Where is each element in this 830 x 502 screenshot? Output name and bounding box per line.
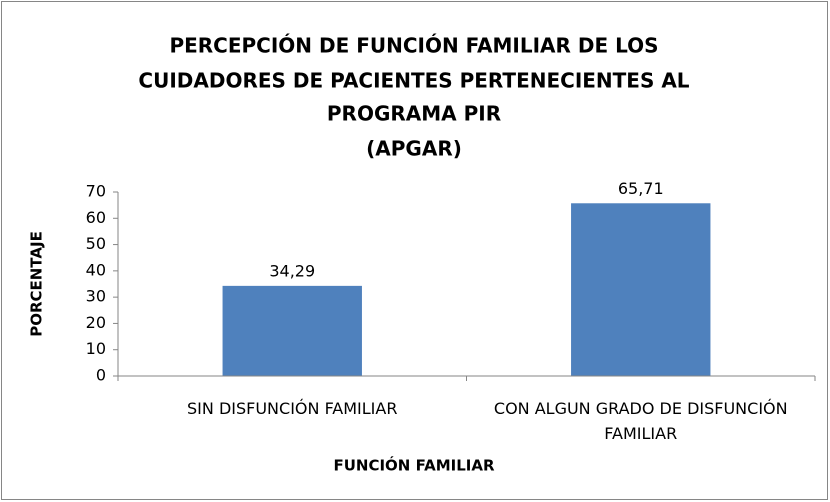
y-tick-label: 20	[86, 313, 106, 332]
y-tick-label: 30	[86, 287, 106, 306]
bar	[222, 285, 362, 376]
chart-title: CUIDADORES DE PACIENTES PERTENECIENTES A…	[138, 69, 689, 93]
data-label: 65,71	[618, 179, 664, 198]
y-tick-label: 40	[86, 260, 106, 279]
y-tick-label: 70	[86, 182, 106, 201]
y-axis-title: PORCENTAJE	[28, 231, 46, 337]
bar	[571, 203, 711, 376]
x-tick-label: SIN DISFUNCIÓN FAMILIAR	[187, 399, 398, 418]
chart-title: (APGAR)	[366, 137, 462, 161]
chart-title: PROGRAMA PIR	[327, 102, 501, 126]
x-axis-title: FUNCIÓN FAMILIAR	[333, 456, 494, 475]
y-tick-label: 50	[86, 234, 106, 253]
y-tick-label: 0	[96, 366, 106, 385]
x-tick-label-box: SIN DISFUNCIÓN FAMILIAR	[187, 399, 398, 418]
data-label: 34,29	[269, 261, 315, 280]
x-tick-label: CON ALGUN GRADO DE DISFUNCIÓN FAMILIAR	[493, 399, 788, 443]
y-tick-label: 60	[86, 208, 106, 227]
chart-title: PERCEPCIÓN DE FUNCIÓN FAMILIAR DE LOS	[169, 34, 658, 58]
x-tick-label-box: CON ALGUN GRADO DE DISFUNCIÓN FAMILIAR	[493, 399, 788, 443]
y-tick-label: 10	[86, 339, 106, 358]
